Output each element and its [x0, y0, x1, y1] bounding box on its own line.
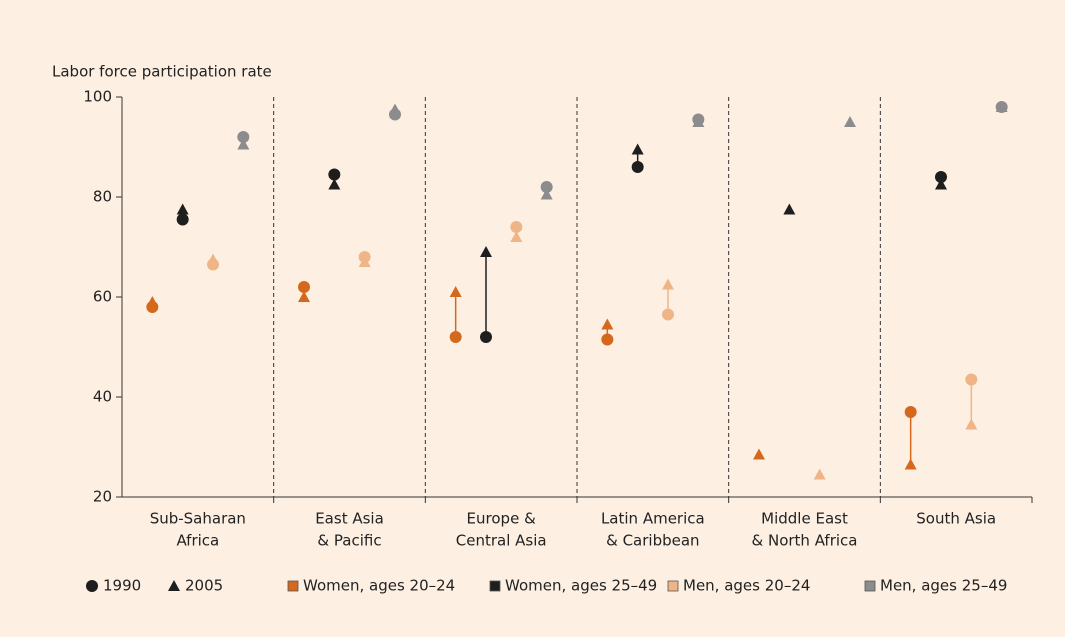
legend-label: Men, ages 20–24 — [683, 577, 810, 595]
marker-circle — [449, 331, 462, 343]
marker-circle — [510, 221, 523, 233]
x-tick-label: & Caribbean — [606, 532, 699, 550]
marker-triangle — [328, 178, 341, 190]
legend-label: 2005 — [185, 577, 223, 595]
legend-swatch — [667, 580, 679, 592]
marker-triangle — [935, 178, 947, 190]
marker-triangle — [176, 203, 189, 215]
marker-circle — [935, 171, 947, 183]
marker-circle — [207, 258, 219, 271]
marker-circle — [692, 113, 705, 126]
marker-circle — [965, 373, 978, 386]
y-tick-label: 40 — [93, 388, 112, 406]
marker-triangle — [662, 278, 674, 290]
marker-circle — [631, 161, 644, 173]
legend-swatch — [489, 580, 501, 592]
marker-circle — [540, 181, 553, 193]
x-tick-label: East Asia — [315, 510, 384, 528]
y-tick-label: 100 — [83, 88, 112, 106]
legend-label: Women, ages 25–49 — [505, 577, 657, 595]
marker-circle — [662, 308, 674, 321]
marker-circle — [146, 301, 159, 313]
marker-triangle — [813, 468, 826, 480]
legend-swatch — [287, 580, 299, 592]
x-tick-label: Sub-Saharan — [150, 510, 246, 528]
x-tick-label: Africa — [176, 532, 219, 550]
y-tick-label: 80 — [93, 188, 112, 206]
x-tick-label: Middle East — [761, 510, 848, 528]
x-tick-label: & Pacific — [317, 532, 381, 550]
marker-circle — [480, 331, 492, 343]
x-tick-label: & North Africa — [752, 532, 858, 550]
marker-circle — [176, 213, 189, 226]
marker-triangle — [510, 231, 523, 242]
marker-triangle — [783, 203, 796, 215]
marker-circle — [601, 333, 614, 346]
marker-triangle — [753, 448, 765, 460]
x-tick-label: South Asia — [916, 510, 996, 528]
marker-circle — [995, 101, 1008, 113]
marker-circle — [358, 251, 371, 263]
marker-circle — [328, 168, 341, 181]
marker-triangle — [449, 286, 462, 297]
legend-label: Women, ages 20–24 — [303, 577, 455, 595]
marker-circle — [86, 580, 98, 592]
marker-circle — [237, 131, 250, 143]
marker-triangle — [480, 246, 492, 257]
marker-circle — [904, 406, 917, 418]
marker-triangle — [298, 291, 310, 302]
legend-label: 1990 — [103, 577, 141, 595]
marker-triangle — [237, 138, 250, 150]
marker-circle — [298, 281, 310, 293]
y-tick-label: 20 — [93, 488, 112, 506]
x-tick-label: Latin America — [601, 510, 705, 528]
marker-triangle — [844, 116, 856, 127]
legend-swatch — [864, 580, 876, 592]
x-tick-label: Europe & — [467, 510, 537, 528]
y-tick-label: 60 — [93, 288, 112, 306]
marker-triangle — [965, 418, 978, 430]
legend-label: Men, ages 25–49 — [880, 577, 1007, 595]
x-tick-label: Central Asia — [456, 532, 547, 550]
y-axis-label: Labor force participation rate — [52, 63, 272, 81]
marker-triangle — [168, 580, 180, 591]
marker-triangle — [631, 143, 644, 155]
marker-triangle — [904, 458, 917, 470]
marker-triangle — [540, 188, 553, 200]
marker-circle — [389, 108, 401, 121]
marker-triangle — [601, 318, 614, 330]
